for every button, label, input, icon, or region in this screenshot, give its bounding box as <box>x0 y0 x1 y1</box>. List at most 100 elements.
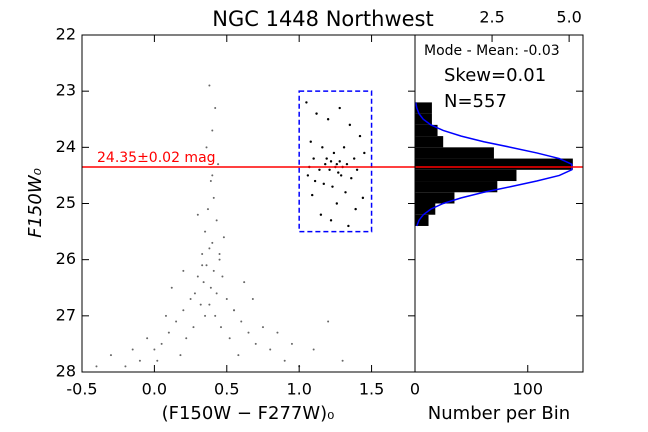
point <box>335 162 339 166</box>
point <box>138 359 141 362</box>
point <box>237 354 240 357</box>
point <box>201 264 204 267</box>
point <box>164 314 167 317</box>
point <box>327 320 330 323</box>
point <box>211 241 214 244</box>
x-tick-label: 0.0 <box>142 380 167 399</box>
point <box>182 309 185 312</box>
point <box>214 314 217 317</box>
point <box>202 281 205 284</box>
point <box>182 269 185 272</box>
y-tick-label: 24 <box>56 137 76 156</box>
point <box>243 281 246 284</box>
point <box>338 160 341 163</box>
point <box>211 129 214 132</box>
hist-bar <box>415 169 517 182</box>
point <box>306 174 310 177</box>
hist-x-axis-label: Number per Bin <box>428 403 570 424</box>
point <box>95 365 98 368</box>
y-tick-label: 26 <box>56 249 76 268</box>
point <box>212 196 215 199</box>
point <box>318 168 321 171</box>
point <box>358 134 362 138</box>
point <box>199 303 202 306</box>
point <box>290 342 293 345</box>
point <box>205 146 208 149</box>
y-tick-label: 27 <box>56 305 76 324</box>
point <box>240 320 243 323</box>
point <box>315 112 318 115</box>
y-tick-label: 25 <box>56 193 76 212</box>
hist-bar <box>415 147 494 159</box>
point <box>332 151 336 155</box>
plot-frame <box>81 34 416 373</box>
point <box>208 247 211 250</box>
hist-x-tick-label: 0 <box>410 380 420 399</box>
hist-x2-tick-label: 2.5 <box>479 8 504 27</box>
x-tick-label: 0.5 <box>214 380 239 399</box>
point <box>214 107 217 110</box>
point <box>344 191 347 194</box>
fit-curve <box>414 102 573 227</box>
point <box>345 162 349 166</box>
point <box>131 348 134 351</box>
point <box>205 264 208 267</box>
point <box>218 253 221 256</box>
point <box>221 275 224 278</box>
point <box>329 219 333 222</box>
point <box>179 354 182 357</box>
point <box>185 337 188 340</box>
point <box>347 224 350 228</box>
point <box>312 348 315 351</box>
point <box>146 337 149 340</box>
point <box>352 157 356 160</box>
x-tick-label: 1.0 <box>286 380 311 399</box>
point <box>328 168 331 171</box>
hist-bar <box>415 124 438 137</box>
y-tick-label: 28 <box>56 362 76 381</box>
hist-bar <box>415 192 455 204</box>
x-tick-label: 1.5 <box>359 380 384 399</box>
point <box>228 337 231 340</box>
annotation: Mode - Mean: -0.03 <box>424 43 560 59</box>
point <box>225 297 228 300</box>
point <box>204 314 207 317</box>
point <box>192 326 195 329</box>
point <box>312 157 315 160</box>
point <box>338 106 341 110</box>
point <box>189 297 192 300</box>
y-axis-label: F150W₀ <box>25 168 46 238</box>
mean-label: 24.35±0.02 mag <box>97 150 216 166</box>
point <box>247 331 250 334</box>
point <box>206 208 209 211</box>
point <box>339 174 343 177</box>
point <box>283 359 286 362</box>
point <box>196 275 199 278</box>
point <box>361 196 365 200</box>
selection-box <box>298 90 373 233</box>
point <box>311 193 314 197</box>
annotation: Skew=0.01 <box>444 65 546 86</box>
hist-x2-tick-label: 5.0 <box>556 8 581 27</box>
point <box>326 118 330 121</box>
point <box>219 326 222 329</box>
y-tick-label: 23 <box>56 81 76 100</box>
point <box>208 84 211 87</box>
hist-x-tick-label: 100 <box>512 380 543 399</box>
point <box>350 177 353 180</box>
point <box>329 160 333 163</box>
point <box>254 342 257 345</box>
point <box>222 236 225 239</box>
point <box>321 146 324 149</box>
point <box>153 348 156 351</box>
point <box>331 185 334 188</box>
point <box>218 258 221 261</box>
y-tick-label: 22 <box>56 25 76 44</box>
point <box>325 157 328 160</box>
point <box>156 359 159 362</box>
point <box>355 168 359 171</box>
point <box>322 182 325 186</box>
point <box>209 286 212 289</box>
point <box>175 320 178 323</box>
